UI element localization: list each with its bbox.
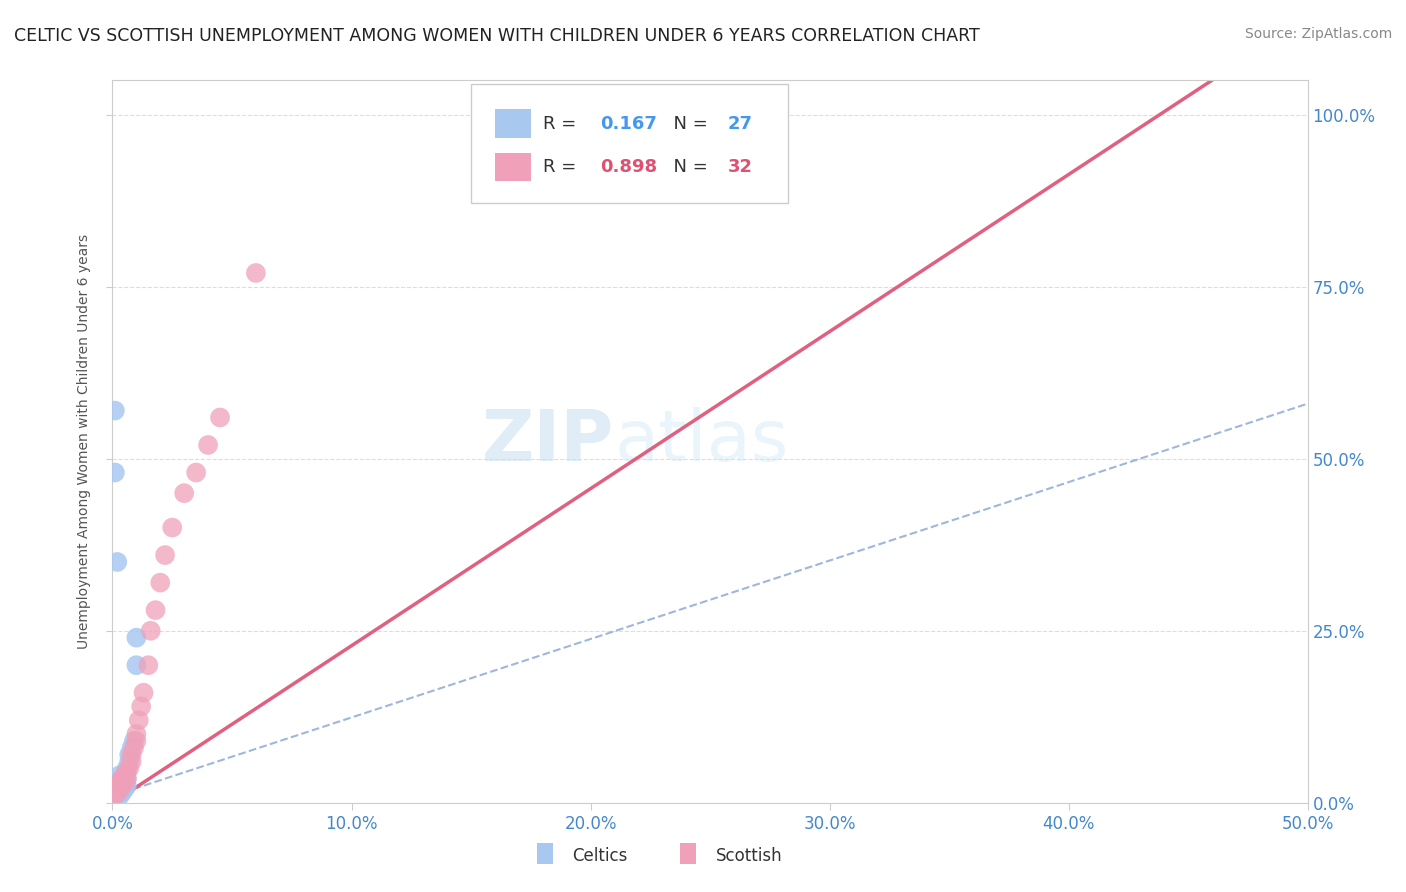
Point bbox=[125, 734, 148, 748]
Point bbox=[114, 775, 135, 789]
Point bbox=[108, 782, 131, 797]
Point bbox=[115, 779, 138, 793]
Bar bbox=[681, 843, 696, 864]
Point bbox=[186, 466, 208, 480]
Text: R =: R = bbox=[543, 115, 582, 133]
Y-axis label: Unemployment Among Women with Children Under 6 years: Unemployment Among Women with Children U… bbox=[77, 234, 91, 649]
Point bbox=[111, 772, 134, 786]
Text: N =: N = bbox=[662, 115, 714, 133]
Point bbox=[108, 789, 131, 803]
Point bbox=[104, 789, 127, 803]
Text: 32: 32 bbox=[728, 158, 754, 176]
Point bbox=[105, 785, 128, 799]
Bar bbox=[495, 153, 531, 181]
Point bbox=[153, 548, 176, 562]
Point bbox=[125, 631, 148, 645]
Point bbox=[111, 785, 134, 799]
Point bbox=[105, 779, 128, 793]
Point bbox=[173, 486, 195, 500]
Point bbox=[104, 789, 127, 803]
Text: Celtics: Celtics bbox=[572, 847, 628, 864]
Point bbox=[108, 775, 131, 789]
Text: 0.167: 0.167 bbox=[600, 115, 657, 133]
Point bbox=[114, 775, 135, 789]
Point bbox=[114, 768, 135, 782]
Point bbox=[122, 740, 145, 755]
Text: CELTIC VS SCOTTISH UNEMPLOYMENT AMONG WOMEN WITH CHILDREN UNDER 6 YEARS CORRELAT: CELTIC VS SCOTTISH UNEMPLOYMENT AMONG WO… bbox=[14, 27, 980, 45]
Point bbox=[104, 403, 127, 417]
Point bbox=[111, 772, 134, 786]
Text: R =: R = bbox=[543, 158, 582, 176]
Point bbox=[149, 575, 172, 590]
Point bbox=[197, 438, 219, 452]
Point bbox=[520, 101, 543, 115]
Text: N =: N = bbox=[662, 158, 714, 176]
Point bbox=[138, 658, 160, 673]
Text: 0.898: 0.898 bbox=[600, 158, 657, 176]
Text: Scottish: Scottish bbox=[716, 847, 783, 864]
Point bbox=[129, 699, 152, 714]
Point bbox=[111, 779, 134, 793]
Bar bbox=[495, 109, 531, 138]
Point bbox=[132, 686, 155, 700]
FancyBboxPatch shape bbox=[471, 84, 787, 203]
Text: atlas: atlas bbox=[614, 407, 789, 476]
Point bbox=[118, 747, 141, 762]
Point bbox=[105, 555, 128, 569]
Point bbox=[125, 727, 148, 741]
Point bbox=[108, 782, 131, 797]
Point bbox=[122, 734, 145, 748]
Point bbox=[128, 713, 150, 727]
Point bbox=[108, 768, 131, 782]
Point bbox=[111, 779, 134, 793]
Point bbox=[114, 782, 135, 797]
Text: Source: ZipAtlas.com: Source: ZipAtlas.com bbox=[1244, 27, 1392, 41]
Point bbox=[115, 772, 138, 786]
Point bbox=[104, 785, 127, 799]
Point bbox=[118, 761, 141, 775]
Point bbox=[125, 658, 148, 673]
Point bbox=[105, 775, 128, 789]
Point bbox=[209, 410, 232, 425]
Point bbox=[104, 466, 127, 480]
Point bbox=[139, 624, 162, 638]
Point bbox=[105, 779, 128, 793]
Point bbox=[121, 747, 143, 762]
Point bbox=[115, 764, 138, 779]
Point bbox=[114, 768, 135, 782]
Text: 27: 27 bbox=[728, 115, 754, 133]
Text: ZIP: ZIP bbox=[482, 407, 614, 476]
Point bbox=[108, 775, 131, 789]
Point bbox=[145, 603, 167, 617]
Point bbox=[118, 755, 141, 769]
Point bbox=[115, 772, 138, 786]
Point bbox=[115, 761, 138, 775]
Point bbox=[245, 266, 267, 280]
Point bbox=[121, 740, 143, 755]
Point bbox=[121, 755, 143, 769]
Point bbox=[162, 520, 183, 534]
Bar bbox=[537, 843, 553, 864]
Point bbox=[105, 782, 128, 797]
